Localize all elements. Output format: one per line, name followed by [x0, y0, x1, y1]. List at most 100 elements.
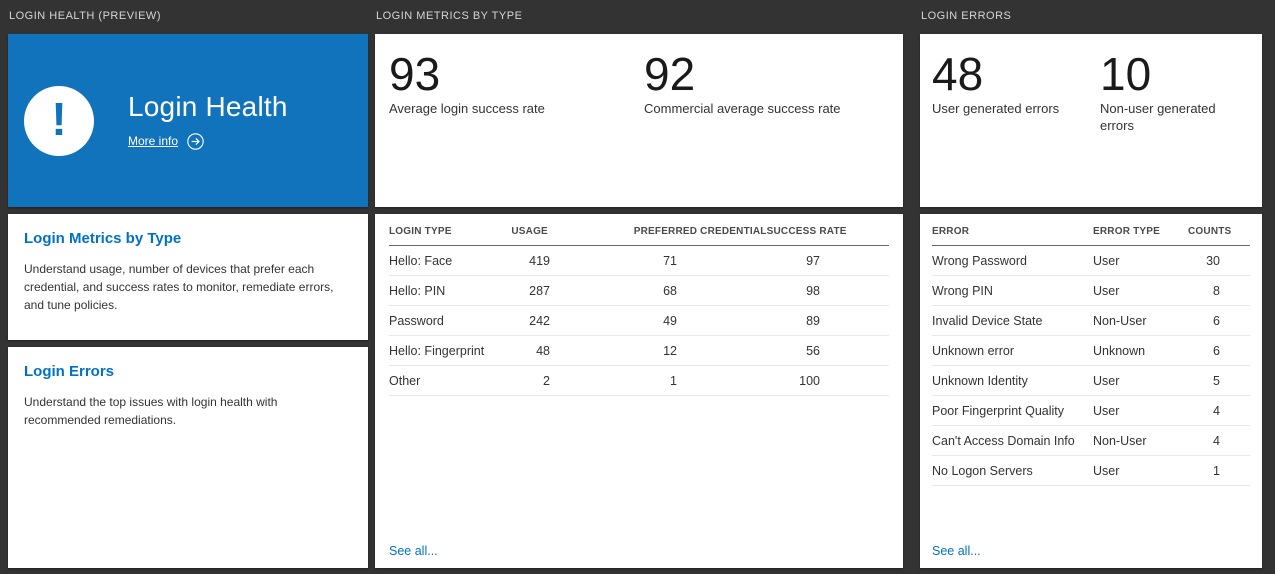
table-cell: 1	[1213, 463, 1220, 478]
table-cell: 6	[1213, 313, 1220, 328]
stat-non-user-errors: 10 Non-user generated errors	[1100, 50, 1250, 191]
table-cell: Invalid Device State	[932, 313, 1043, 328]
stat-label: Non-user generated errors	[1100, 101, 1216, 134]
column-header-preferred-credential: PREFERRED CREDENTIAL	[633, 226, 767, 237]
table-cell: Can't Access Domain Info	[932, 433, 1075, 448]
hero-title: Login Health	[128, 91, 288, 123]
table-cell: 98	[806, 283, 820, 298]
table-cell: 242	[529, 313, 550, 328]
table-cell: 419	[529, 253, 550, 268]
table-row: Unknown Identity User 5	[932, 366, 1250, 396]
stat-label: Commercial average success rate	[644, 101, 841, 117]
nav-card-login-metrics[interactable]: Login Metrics by Type Understand usage, …	[8, 214, 368, 340]
table-cell: 71	[663, 253, 677, 268]
see-all-link[interactable]: See all...	[389, 544, 438, 558]
table-cell: Poor Fingerprint Quality	[932, 403, 1065, 418]
arrow-right-icon[interactable]	[187, 132, 204, 150]
stat-average-success-rate: 93 Average login success rate	[389, 50, 644, 191]
table-cell: 12	[663, 343, 677, 358]
table-row: Wrong Password User 30	[932, 246, 1250, 276]
see-all-link[interactable]: See all...	[932, 544, 981, 558]
table-cell: Non-User	[1093, 433, 1147, 448]
column-header-usage: USAGE	[511, 226, 548, 237]
section-header-login-errors: LOGIN ERRORS	[921, 10, 1012, 22]
table-cell: 48	[536, 343, 550, 358]
login-errors-table-card: ERROR ERROR TYPE COUNTS Wrong Password Us…	[920, 214, 1262, 568]
table-cell: 56	[806, 343, 820, 358]
nav-card-login-errors[interactable]: Login Errors Understand the top issues w…	[8, 347, 368, 568]
table-cell: 49	[663, 313, 677, 328]
table-row: Unknown error Unknown 6	[932, 336, 1250, 366]
section-header-login-metrics: LOGIN METRICS BY TYPE	[376, 10, 523, 22]
table-header-row: LOGIN TYPE USAGE PREFERRED CREDENTIAL SU…	[389, 218, 889, 246]
column-header-success-rate: SUCCESS RATE	[766, 226, 847, 237]
table-cell: 5	[1213, 373, 1220, 388]
table-cell: 1	[670, 373, 677, 388]
table-row: Poor Fingerprint Quality User 4	[932, 396, 1250, 426]
stat-label: User generated errors	[932, 101, 1060, 117]
login-metrics-table-body: Hello: Face 419 71 97 Hello: PIN 287 68 98 Passw…	[389, 246, 889, 396]
login-errors-column: LOGIN ERRORS 48 User generated errors 10…	[920, 6, 1262, 568]
alert-icon: !	[24, 85, 94, 156]
stat-value: 48	[932, 48, 984, 100]
nav-card-title: Login Errors	[24, 363, 115, 380]
table-cell: 30	[1206, 253, 1220, 268]
table-row: No Logon Servers User 1	[932, 456, 1250, 486]
more-info-row: More info	[128, 132, 288, 150]
stat-label: Average login success rate	[389, 101, 545, 117]
stat-value: 93	[389, 48, 441, 100]
table-header-row: ERROR ERROR TYPE COUNTS	[932, 218, 1250, 246]
table-cell: User	[1093, 373, 1120, 388]
table-row: Wrong PIN User 8	[932, 276, 1250, 306]
login-metrics-table-card: LOGIN TYPE USAGE PREFERRED CREDENTIAL SU…	[375, 214, 903, 568]
nav-card-description: Understand usage, number of devices that…	[24, 262, 334, 312]
column-header-counts: COUNTS	[1188, 226, 1232, 237]
table-cell: 68	[663, 283, 677, 298]
table-cell: Unknown Identity	[932, 373, 1028, 388]
nav-card-title: Login Metrics by Type	[24, 230, 182, 247]
table-cell: Hello: PIN	[389, 283, 446, 298]
table-cell: 8	[1213, 283, 1220, 298]
stat-value: 10	[1100, 48, 1152, 100]
column-header-error-type: ERROR TYPE	[1093, 226, 1161, 237]
table-cell: 4	[1213, 433, 1220, 448]
table-row: Other 2 1 100	[389, 366, 889, 396]
table-cell: User	[1093, 283, 1120, 298]
stat-value: 92	[644, 48, 696, 100]
table-cell: Unknown	[1093, 343, 1146, 358]
table-cell: 6	[1213, 343, 1220, 358]
login-health-tile[interactable]: ! Login Health More info	[8, 34, 368, 207]
stat-commercial-success-rate: 92 Commercial average success rate	[644, 50, 889, 191]
more-info-link[interactable]: More info	[128, 134, 179, 149]
table-cell: 287	[529, 283, 550, 298]
table-cell: User	[1093, 463, 1120, 478]
stat-user-errors: 48 User generated errors	[932, 50, 1100, 191]
table-cell: Unknown error	[932, 343, 1014, 358]
section-header-login-health: LOGIN HEALTH (PREVIEW)	[9, 10, 161, 22]
table-cell: Non-User	[1093, 313, 1147, 328]
table-row: Can't Access Domain Info Non-User 4	[932, 426, 1250, 456]
table-row: Hello: Fingerprint 48 12 56	[389, 336, 889, 366]
table-cell: No Logon Servers	[932, 463, 1033, 478]
table-cell: Password	[389, 313, 444, 328]
login-metrics-column: LOGIN METRICS BY TYPE 93 Average login s…	[375, 6, 903, 568]
table-cell: 97	[806, 253, 820, 268]
table-row: Password 242 49 89	[389, 306, 889, 336]
column-header-login-type: LOGIN TYPE	[389, 226, 452, 237]
table-cell: 2	[543, 373, 550, 388]
table-cell: Other	[389, 373, 421, 388]
exclamation-glyph: !	[51, 92, 67, 145]
login-errors-table-body: Wrong Password User 30 Wrong PIN User 8 Invali…	[932, 246, 1250, 486]
table-cell: 89	[806, 313, 820, 328]
table-cell: 100	[799, 373, 820, 388]
table-cell: Hello: Face	[389, 253, 453, 268]
column-header-error: ERROR	[932, 226, 970, 237]
table-cell: User	[1093, 253, 1120, 268]
table-cell: Wrong PIN	[932, 283, 993, 298]
table-row: Hello: PIN 287 68 98	[389, 276, 889, 306]
table-row: Hello: Face 419 71 97	[389, 246, 889, 276]
hero-body: Login Health More info	[128, 91, 288, 150]
login-health-column: LOGIN HEALTH (PREVIEW) ! Login Health Mo…	[8, 6, 368, 568]
table-cell: Hello: Fingerprint	[389, 343, 485, 358]
